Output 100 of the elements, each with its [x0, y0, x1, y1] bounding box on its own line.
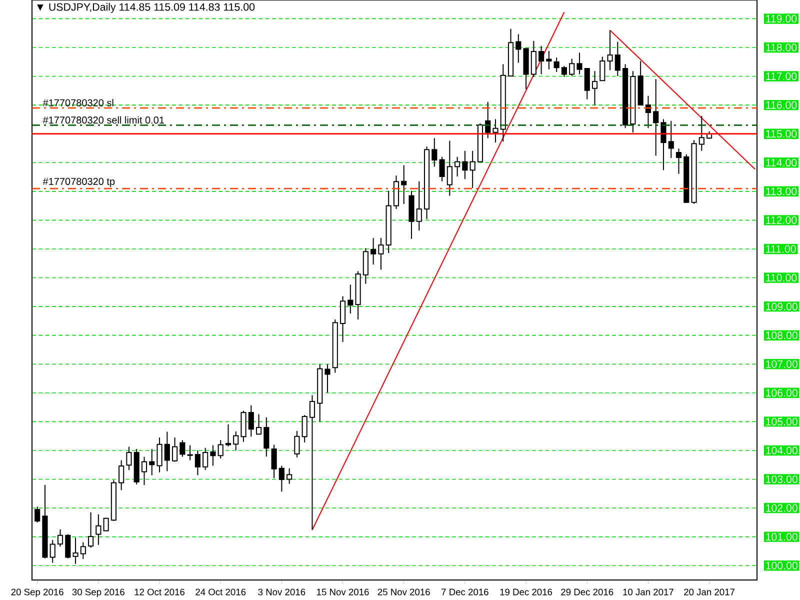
candlestick	[233, 430, 239, 451]
y-tick-label: 118.00	[766, 44, 797, 52]
candlestick	[554, 57, 560, 72]
candlestick	[286, 468, 292, 484]
candlestick	[103, 517, 109, 532]
y-tick-label: 101.00	[766, 533, 798, 541]
candlestick	[432, 138, 438, 168]
candlestick	[202, 447, 208, 471]
candlestick	[141, 456, 148, 486]
candlestick	[194, 450, 200, 476]
candlestick	[210, 444, 216, 466]
y-tick-label: 119.00	[766, 14, 797, 22]
candlestick	[492, 118, 498, 143]
candlestick	[180, 440, 186, 458]
y-tick-label: 103.00	[766, 475, 798, 484]
y-tick-label: 110.00	[766, 274, 797, 282]
candlestick	[592, 70, 598, 106]
candlestick	[668, 120, 674, 159]
y-tick-label: 113.00	[766, 188, 797, 196]
candlestick	[362, 248, 368, 284]
candlestick	[660, 118, 666, 171]
candlestick	[126, 446, 132, 471]
candlestick	[446, 140, 452, 196]
candlestick	[225, 424, 232, 447]
candlestick	[34, 506, 40, 523]
candlestick	[264, 416, 270, 458]
candlestick	[156, 437, 162, 473]
y-tick-label: 106.00	[766, 389, 798, 397]
candlestick	[96, 514, 102, 546]
y-tick-label: 104.00	[766, 446, 798, 454]
candlestick	[271, 444, 277, 479]
x-tick-label: 30 Sep 2016	[72, 588, 124, 598]
candlestick	[172, 437, 178, 462]
x-tick-label: 25 Nov 2016	[378, 588, 430, 596]
candlestick	[516, 34, 522, 64]
candlestick	[454, 156, 460, 177]
y-tick-label: 114.00	[766, 158, 797, 166]
candlestick	[538, 46, 544, 75]
candlestick	[248, 404, 254, 438]
candlestick	[698, 115, 704, 152]
ref-line-label: #1770780320 tp	[42, 178, 115, 187]
candlestick	[569, 58, 575, 76]
candlestick	[614, 41, 620, 76]
candlestick	[546, 50, 552, 70]
candlestick	[607, 30, 613, 71]
candlestick	[439, 156, 445, 182]
y-tick-label: 115.00	[766, 130, 797, 138]
x-tick-label: 10 Jan 2017	[623, 588, 674, 596]
x-tick-label: 24 Oct 2016	[196, 588, 246, 596]
candlestick	[218, 440, 224, 460]
y-tick-label: 102.00	[766, 504, 798, 512]
candlestick	[72, 537, 78, 564]
candlestick	[470, 150, 476, 188]
candlestick	[340, 296, 346, 342]
candlestick	[348, 284, 354, 314]
candlestick	[561, 65, 568, 78]
candlestick	[187, 444, 193, 461]
candlestick	[294, 430, 300, 458]
candlestick	[416, 180, 422, 232]
candlestick	[370, 238, 376, 266]
candlestick	[80, 542, 86, 560]
candlestick	[653, 78, 659, 156]
candlestick	[324, 364, 330, 394]
chart-title: ▼ USDJPY,Daily 114.85 115.09 114.83 115.00	[37, 2, 255, 13]
x-tick-label: 15 Nov 2016	[317, 588, 369, 596]
ref-line-label: #1770780320 sell limit 0.01	[42, 116, 164, 124]
y-tick-label: 100.00	[766, 562, 798, 570]
candlestick	[278, 465, 284, 492]
candlestick	[164, 431, 170, 472]
candlestick	[57, 528, 64, 548]
y-tick-label: 105.00	[766, 418, 798, 426]
candlestick	[378, 238, 384, 270]
candlestick	[584, 68, 590, 100]
y-tick-label: 117.00	[766, 72, 797, 80]
candlestick	[676, 148, 682, 174]
candlestick	[256, 414, 262, 436]
x-tick-label: 7 Dec 2016	[442, 588, 488, 596]
candlestick	[50, 539, 56, 564]
x-tick-label: 12 Oct 2016	[134, 588, 185, 596]
candlestick	[576, 52, 582, 75]
x-tick-label: 3 Nov 2016	[258, 588, 306, 596]
candlestick	[65, 534, 71, 559]
y-tick-label: 112.00	[766, 216, 797, 224]
candlestick	[530, 40, 536, 78]
candlestick	[302, 414, 308, 443]
candlestick	[118, 460, 124, 491]
x-tick-label: 20 Sep 2016	[11, 588, 64, 598]
candlestick	[462, 150, 468, 180]
candlestick	[401, 164, 407, 205]
candlestick	[88, 512, 94, 548]
candlestick	[309, 394, 316, 530]
y-tick-label: 107.00	[766, 360, 798, 368]
y-tick-label: 109.00	[766, 302, 798, 310]
x-tick-label: 29 Dec 2016	[561, 588, 614, 596]
y-tick-label: 108.00	[766, 332, 798, 340]
candlestick	[600, 56, 606, 82]
x-tick-label: 19 Dec 2016	[500, 588, 552, 596]
ref-line-label: #1770780320 sl	[42, 99, 114, 106]
y-tick-label: 116.00	[766, 101, 797, 109]
x-tick-label: 20 Jan 2017	[684, 588, 734, 596]
